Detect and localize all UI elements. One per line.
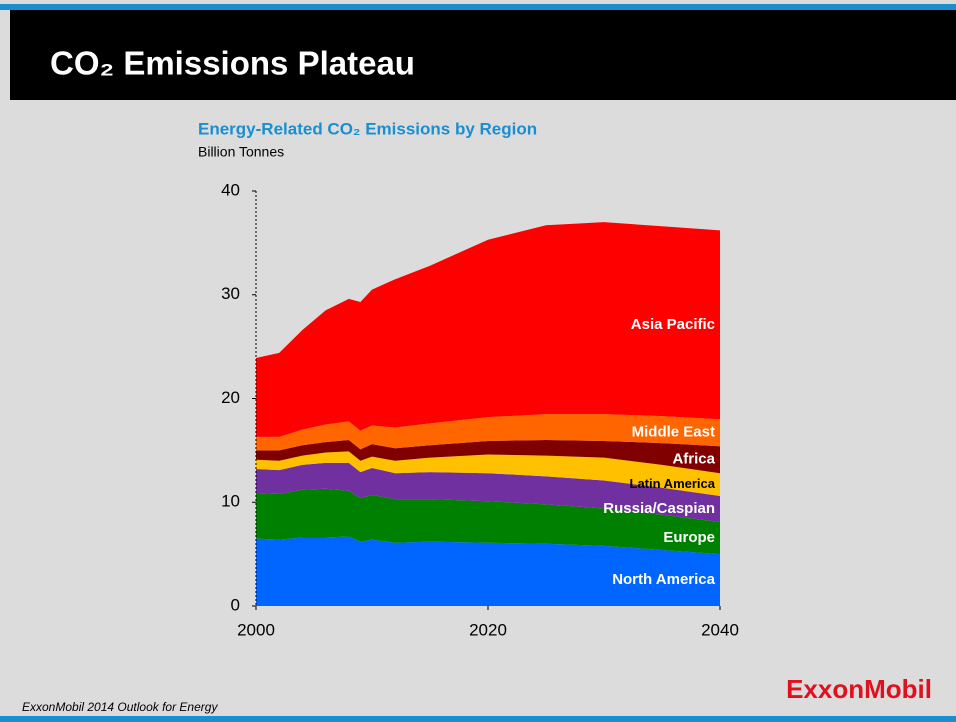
x-tick-label: 2040 — [701, 620, 739, 639]
x-tick-label: 2000 — [237, 620, 275, 639]
series-label: Asia Pacific — [631, 316, 715, 333]
series-label: Latin America — [630, 476, 716, 491]
y-tick-label: 10 — [221, 492, 240, 511]
area — [256, 536, 720, 606]
y-tick-label: 40 — [221, 180, 240, 199]
area — [256, 488, 720, 555]
series-label: Middle East — [632, 424, 715, 441]
area — [256, 451, 720, 497]
area — [256, 222, 720, 437]
logo: ExxonMobil — [786, 674, 932, 704]
slide-title: CO₂ Emissions Plateau — [50, 45, 415, 82]
series-label: Africa — [672, 451, 715, 468]
plot: North America Europe Russia/Caspian Latin A… — [221, 180, 739, 639]
y-tick-label: 30 — [221, 284, 240, 303]
title-band — [10, 10, 956, 100]
source-note: ExxonMobil 2014 Outlook for Energy — [22, 700, 218, 714]
chart-subtitle: Billion Tonnes — [198, 144, 284, 160]
series-label: Europe — [663, 529, 715, 546]
series-label: Russia/Caspian — [603, 500, 715, 517]
y-tick-label: 0 — [231, 595, 240, 614]
bottom-rule — [0, 716, 956, 722]
area — [256, 462, 720, 522]
y-tick-label: 20 — [221, 388, 240, 407]
area — [256, 440, 720, 474]
top-rule — [0, 4, 956, 10]
series-label: North America — [612, 571, 715, 588]
x-tick-label: 2020 — [469, 620, 507, 639]
area — [256, 414, 720, 451]
chart-title: Energy-Related CO₂ Emissions by Region — [198, 119, 537, 138]
